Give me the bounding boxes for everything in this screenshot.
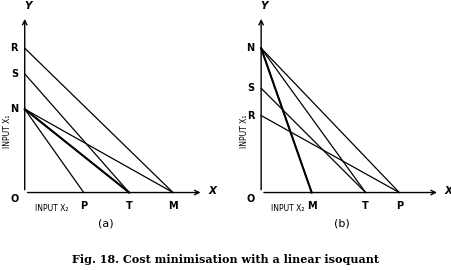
Text: P: P (396, 201, 403, 211)
Text: S: S (247, 83, 254, 93)
Text: M: M (307, 201, 317, 211)
Text: R: R (247, 110, 254, 120)
Text: X: X (445, 186, 451, 196)
Text: M: M (168, 201, 178, 211)
Text: INPUT X₂: INPUT X₂ (272, 204, 305, 213)
Text: O: O (10, 194, 19, 204)
Text: P: P (80, 201, 87, 211)
Text: S: S (11, 69, 18, 79)
Text: T: T (362, 201, 369, 211)
Text: O: O (247, 194, 255, 204)
Text: N: N (10, 104, 18, 114)
Text: INPUT X₁: INPUT X₁ (3, 115, 12, 148)
Text: T: T (126, 201, 133, 211)
Text: X: X (208, 186, 216, 196)
Text: R: R (10, 43, 18, 53)
Text: Y: Y (261, 1, 268, 11)
Text: N: N (246, 43, 254, 53)
Text: Fig. 18. Cost minimisation with a linear isoquant: Fig. 18. Cost minimisation with a linear… (72, 254, 379, 265)
Text: INPUT X₂: INPUT X₂ (35, 204, 69, 213)
Text: (b): (b) (334, 218, 350, 228)
Text: Y: Y (24, 1, 32, 11)
Text: (a): (a) (98, 218, 113, 228)
Text: INPUT X₁: INPUT X₁ (240, 115, 249, 148)
